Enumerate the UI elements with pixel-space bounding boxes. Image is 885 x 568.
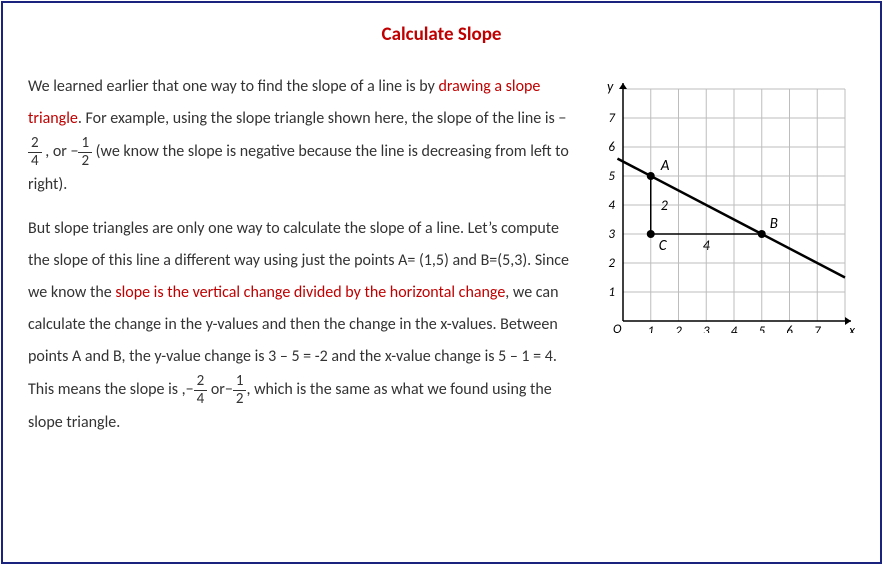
paragraph-1: We learned earlier that one way to find … (28, 71, 578, 201)
svg-text:1: 1 (647, 324, 654, 333)
frac-bot: 4 (28, 153, 42, 170)
document-frame: Calculate Slope We learned earlier that … (1, 1, 882, 564)
svg-text:2: 2 (661, 197, 668, 214)
svg-text:5: 5 (758, 324, 765, 333)
svg-text:4: 4 (703, 237, 711, 254)
frac-bot: 2 (78, 153, 92, 170)
p1-neg1: − (558, 109, 566, 128)
p2-neg2: − (225, 380, 233, 399)
svg-text:4: 4 (608, 198, 615, 213)
svg-text:2: 2 (608, 256, 615, 271)
content-row: We learned earlier that one way to find … (28, 71, 855, 451)
svg-text:7: 7 (814, 324, 821, 333)
p1-seg3: . For example, using the slope triangle … (78, 109, 559, 128)
p2-seg4: or (207, 380, 225, 399)
p2-neg1: − (186, 380, 194, 399)
p1-seg1: We learned earlier that one way to find … (28, 77, 439, 96)
frac-bot: 4 (194, 391, 208, 408)
svg-text:4: 4 (731, 324, 738, 333)
slope-graph: 1 2 3 4 5 6 7 1 2 3 4 5 6 7 x y O A B C 2 4 (593, 71, 855, 333)
p2-highlight1: slope is the vertical change divided by … (115, 283, 505, 302)
p1-neg2: − (70, 142, 78, 161)
frac-top: 1 (78, 135, 92, 153)
svg-text:A: A (660, 157, 670, 175)
svg-text:5: 5 (608, 169, 615, 184)
p1-frac2: 12 (78, 135, 92, 169)
text-column: We learned earlier that one way to find … (28, 71, 578, 451)
svg-text:C: C (659, 237, 668, 255)
svg-text:3: 3 (608, 227, 615, 242)
svg-text:6: 6 (786, 324, 793, 333)
svg-text:6: 6 (608, 140, 615, 155)
frac-bot: 2 (233, 391, 247, 408)
slope-graph-svg: 1 2 3 4 5 6 7 1 2 3 4 5 6 7 x y O A B C 2 4 (593, 71, 855, 333)
p2-frac2: 12 (233, 373, 247, 407)
svg-text:7: 7 (608, 111, 615, 126)
svg-text:2: 2 (675, 324, 682, 333)
svg-text:1: 1 (608, 285, 615, 300)
frac-top: 2 (28, 135, 42, 153)
svg-text:x: x (848, 322, 855, 333)
frac-top: 2 (194, 373, 208, 391)
p2-frac1: 24 (194, 373, 208, 407)
page-title: Calculate Slope (28, 23, 855, 46)
svg-text:y: y (607, 78, 614, 95)
p1-seg5: (we know the slope is negative because t… (28, 142, 569, 194)
svg-text:3: 3 (703, 324, 710, 333)
p1-frac1: 24 (28, 135, 42, 169)
p1-seg4: , or (42, 142, 71, 161)
frac-top: 1 (233, 373, 247, 391)
svg-text:B: B (770, 215, 778, 233)
svg-text:O: O (613, 322, 622, 333)
paragraph-2: But slope triangles are only one way to … (28, 213, 578, 439)
